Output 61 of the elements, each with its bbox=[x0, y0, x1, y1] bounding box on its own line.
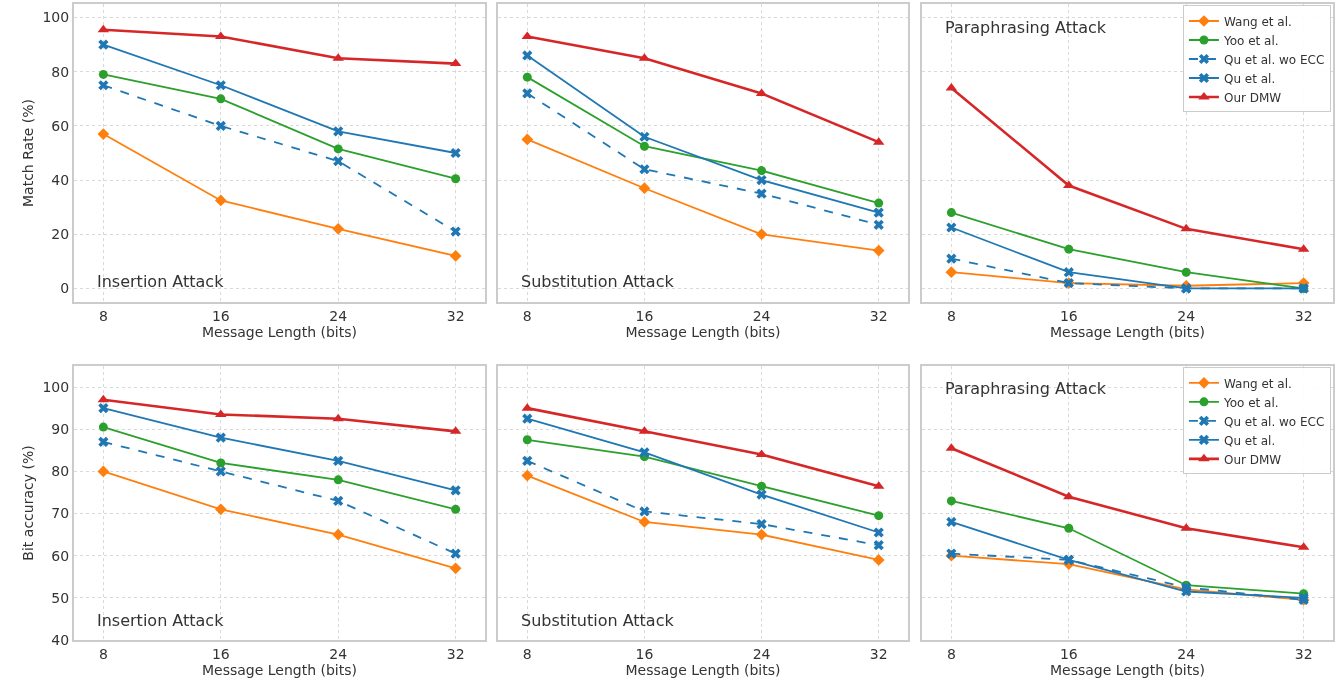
x-tick-label: 32 bbox=[446, 645, 465, 662]
x-tick-label: 24 bbox=[1177, 307, 1196, 324]
x-tick-label: 16 bbox=[211, 307, 230, 324]
y-tick-label: 60 bbox=[51, 117, 70, 134]
legend-label: Wang et al. bbox=[1223, 14, 1292, 29]
legend-label: Qu et al. bbox=[1223, 433, 1276, 448]
x-tick-label: 16 bbox=[211, 645, 230, 662]
y-tick-label: 80 bbox=[51, 63, 70, 80]
x-tick-label: 32 bbox=[446, 307, 465, 324]
x-tick-label: 32 bbox=[1294, 645, 1313, 662]
x-tick-label: 16 bbox=[1059, 307, 1078, 324]
x-tick-label: 24 bbox=[1177, 645, 1196, 662]
x-axis-title: Message Length (bits) bbox=[625, 661, 781, 678]
x-tick-label: 32 bbox=[869, 645, 888, 662]
y-tick-label: 40 bbox=[51, 171, 70, 188]
y-tick-label: 60 bbox=[51, 547, 70, 564]
x-tick-label: 8 bbox=[522, 307, 532, 324]
legend-label: Qu et al. wo ECC bbox=[1223, 52, 1325, 67]
y-tick-label: 90 bbox=[51, 421, 70, 438]
x-axis-title: Message Length (bits) bbox=[1049, 323, 1206, 340]
x-tick-label: 8 bbox=[98, 645, 108, 662]
y-tick-label: 100 bbox=[42, 9, 70, 26]
x-tick-label: 24 bbox=[329, 307, 348, 324]
y-tick-label: 100 bbox=[42, 378, 70, 395]
legend-label: Yoo et al. bbox=[1222, 395, 1279, 410]
x-tick-label: 24 bbox=[329, 645, 348, 662]
x-tick-label: 8 bbox=[522, 645, 532, 662]
legend-label: Qu et al. bbox=[1223, 71, 1276, 86]
x-axis-title: Message Length (bits) bbox=[1049, 661, 1206, 678]
x-tick-label: 16 bbox=[635, 645, 654, 662]
x-tick-label: 16 bbox=[1059, 645, 1078, 662]
legend-label: Wang et al. bbox=[1223, 376, 1292, 391]
x-tick-label: 24 bbox=[752, 645, 771, 662]
y-tick-label: 50 bbox=[51, 589, 70, 606]
annotation: Paraphrasing Attack bbox=[945, 18, 1107, 37]
x-axis-title: Message Length (bits) bbox=[625, 323, 781, 340]
x-tick-label: 16 bbox=[635, 307, 654, 324]
annotation: Insertion Attack bbox=[97, 611, 225, 630]
legend-label: Yoo et al. bbox=[1222, 33, 1279, 48]
legend-label: Qu et al. wo ECC bbox=[1223, 414, 1325, 429]
y-axis-title: Match Rate (%) bbox=[19, 99, 36, 207]
y-tick-label: 0 bbox=[60, 280, 70, 297]
y-tick-label: 20 bbox=[51, 226, 70, 243]
annotation: Substitution Attack bbox=[521, 272, 675, 291]
legend-label: Our DMW bbox=[1223, 90, 1282, 105]
x-tick-label: 8 bbox=[946, 645, 956, 662]
annotation: Substitution Attack bbox=[521, 611, 675, 630]
x-axis-title: Message Length (bits) bbox=[201, 323, 358, 340]
y-axis-title: Bit accuracy (%) bbox=[19, 445, 36, 561]
x-tick-label: 32 bbox=[1294, 307, 1313, 324]
x-tick-label: 8 bbox=[946, 307, 956, 324]
x-tick-label: 8 bbox=[98, 307, 108, 324]
y-tick-label: 70 bbox=[51, 505, 70, 522]
legend-label: Our DMW bbox=[1223, 452, 1282, 467]
annotation: Insertion Attack bbox=[97, 272, 225, 291]
x-tick-label: 24 bbox=[752, 307, 771, 324]
x-axis-title: Message Length (bits) bbox=[201, 661, 358, 678]
y-tick-label: 80 bbox=[51, 463, 70, 480]
annotation: Paraphrasing Attack bbox=[945, 379, 1107, 398]
x-tick-label: 32 bbox=[869, 307, 888, 324]
y-tick-label: 40 bbox=[51, 631, 70, 648]
